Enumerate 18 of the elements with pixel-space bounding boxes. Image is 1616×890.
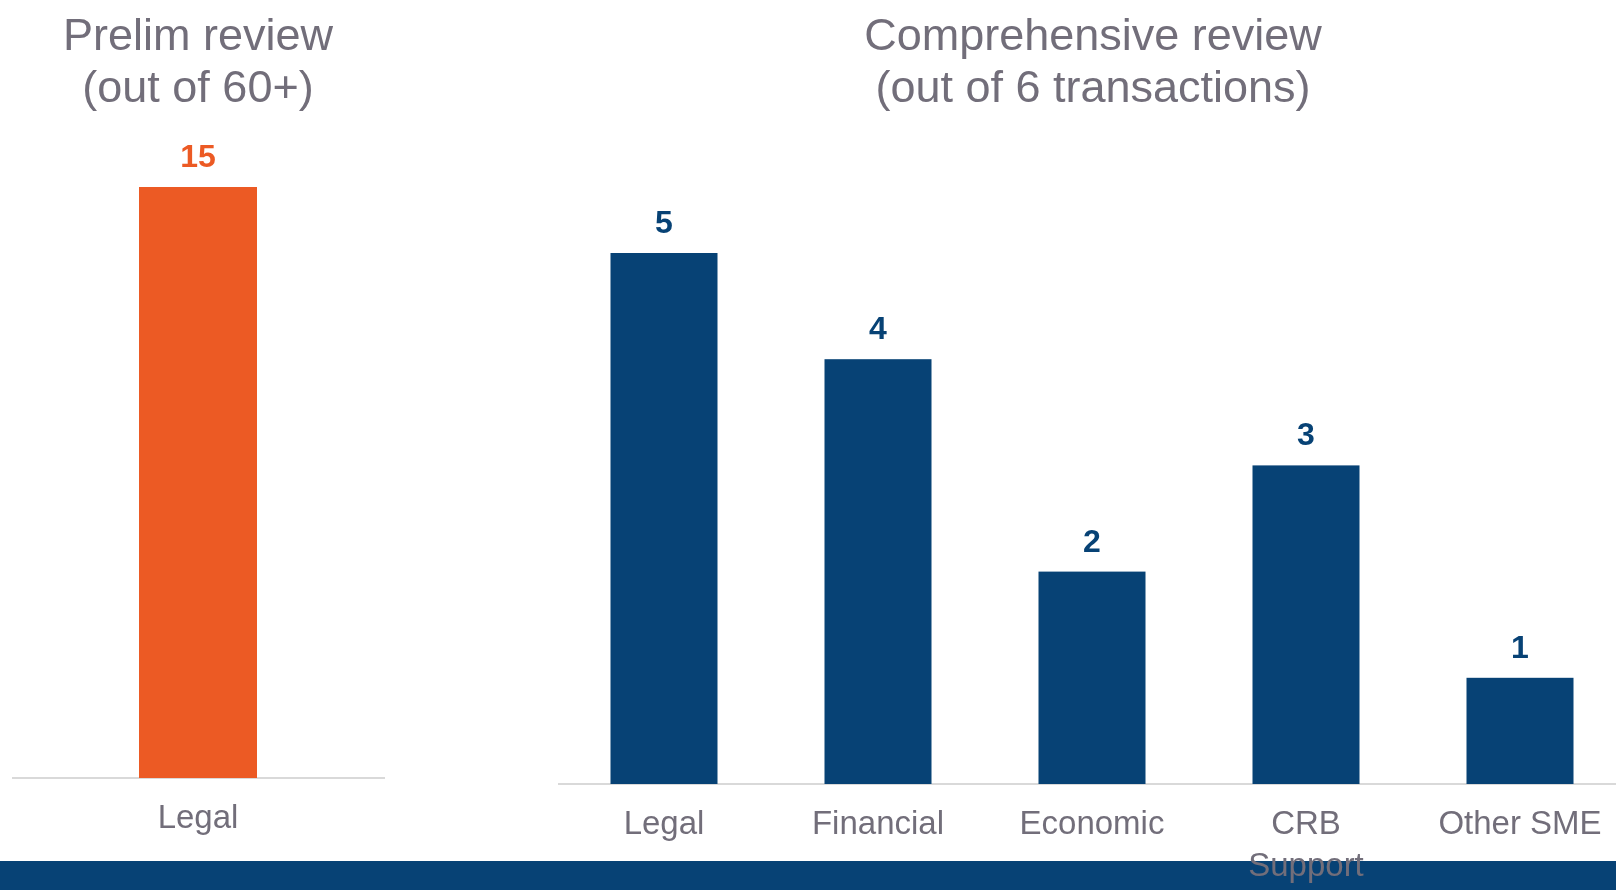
bar (824, 359, 932, 784)
chart-title: Comprehensive review (out of 6 transactions) (864, 9, 1323, 112)
data-label: 4 (869, 310, 888, 347)
x-tick-label: Other SME (1438, 804, 1602, 841)
bar (610, 253, 718, 784)
bar (1252, 465, 1360, 784)
x-tick-label: Legal (157, 798, 239, 835)
data-label: 5 (655, 204, 673, 240)
chart-title: Prelim review (out of 60+) (62, 9, 334, 112)
bar (1038, 571, 1146, 784)
x-tick-label: Economic (1019, 804, 1165, 841)
x-tick-label: Legal (623, 804, 705, 841)
x-tick-label: Financial (811, 804, 945, 841)
data-label: 15 (180, 138, 216, 174)
data-label: 2 (1083, 522, 1101, 559)
bar (1466, 677, 1574, 784)
data-label: 3 (1297, 416, 1315, 453)
data-label: 1 (1511, 628, 1529, 665)
